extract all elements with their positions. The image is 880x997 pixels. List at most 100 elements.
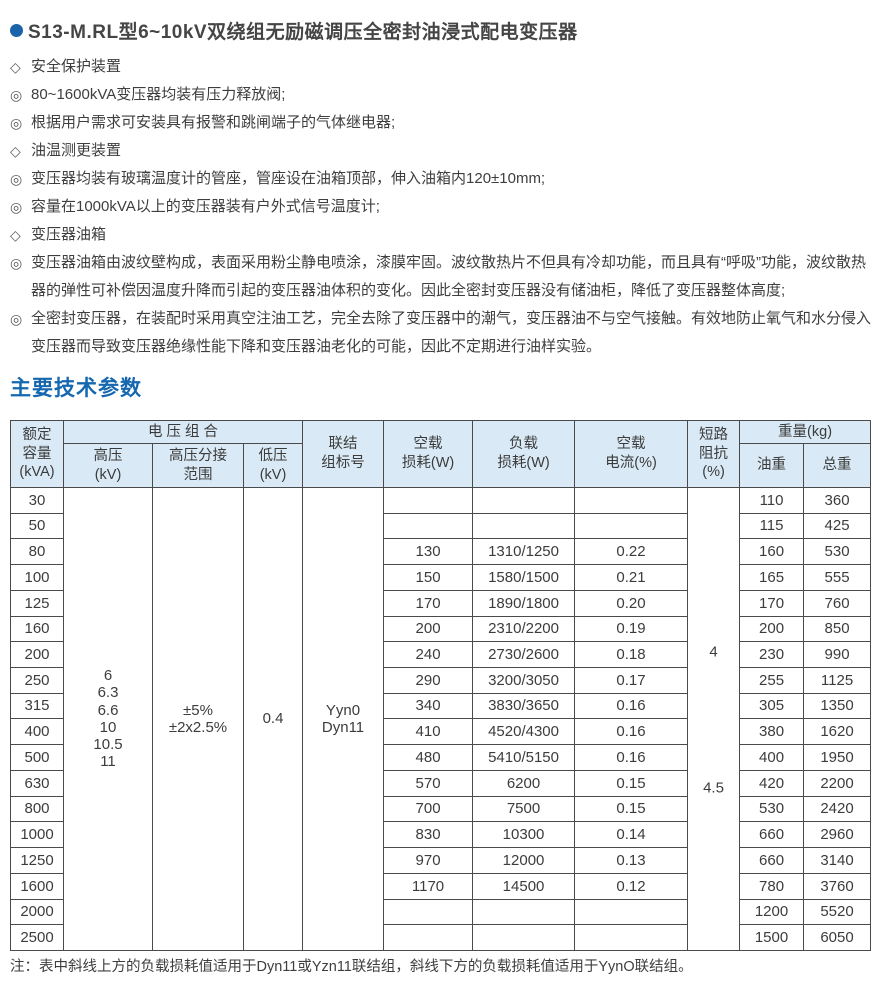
cell-load-loss: 12000 <box>472 847 576 874</box>
cell-oil-weight: 530 <box>739 795 805 823</box>
spec-table: 额定 容量 (kVA) 电 压 组 合 联结 组标号 空载 损耗(W) 负载 损… <box>10 420 872 951</box>
cell-load-loss <box>472 898 576 926</box>
diamond-bullet-icon: ◇ <box>10 59 21 75</box>
cell-no-load-current <box>574 924 689 951</box>
cell-capacity: 800 <box>10 795 64 823</box>
feature-text: 容量在1000kVA以上的变压器装有户外式信号温度计; <box>31 198 380 215</box>
cell-no-load-loss <box>383 898 474 926</box>
table-row: 50 115 425 <box>10 512 872 540</box>
cell-no-load-current: 0.20 <box>574 589 689 617</box>
cell-total-weight: 530 <box>803 538 872 566</box>
table-row: 800 700 7500 0.15 530 2420 <box>10 795 872 823</box>
header-no-load-current: 空载 电流(%) <box>574 420 689 488</box>
cell-oil-weight: 1200 <box>739 898 805 926</box>
cell-load-loss: 7500 <box>472 795 576 823</box>
cell-no-load-loss: 830 <box>383 821 474 849</box>
table-body: 30 6 6.3 6.6 10 10.5 11 ±5% ±2x2.5% 0.4 Yyn0… <box>10 487 872 951</box>
cell-no-load-loss <box>383 924 474 951</box>
feature-item: ◎ 80~1600kVA变压器均装有压力释放阀; <box>10 81 872 109</box>
cell-no-load-loss <box>383 512 474 540</box>
section-title: 主要技术参数 <box>10 377 142 400</box>
table-row: 400 410 4520/4300 0.16 380 1620 <box>10 718 872 746</box>
header-hv: 高压 (kV) <box>63 443 153 488</box>
cell-no-load-loss: 410 <box>383 718 474 746</box>
cell-total-weight: 2960 <box>803 821 872 849</box>
cell-load-loss: 5410/5150 <box>472 744 576 771</box>
cell-no-load-current: 0.19 <box>574 615 689 643</box>
cell-no-load-loss: 340 <box>383 692 474 720</box>
feature-item: ◇ 安全保护装置 <box>10 53 872 81</box>
table-row: 200 240 2730/2600 0.18 230 990 <box>10 641 872 669</box>
cell-oil-weight: 165 <box>739 564 805 591</box>
circle-bullet-icon: ◎ <box>10 87 23 103</box>
cell-vector-group-merged: Yyn0 Dyn11 <box>302 487 385 951</box>
circle-bullet-icon: ◎ <box>10 255 23 271</box>
cell-oil-weight: 170 <box>739 589 805 617</box>
cell-load-loss: 2310/2200 <box>472 615 576 643</box>
header-capacity: 额定 容量 (kVA) <box>10 420 64 488</box>
table-row: 315 340 3830/3650 0.16 305 1350 <box>10 692 872 720</box>
header-voltage-group: 电 压 组 合 <box>62 420 304 444</box>
cell-load-loss: 1890/1800 <box>472 589 576 617</box>
cell-load-loss: 2730/2600 <box>472 641 576 669</box>
cell-no-load-loss: 970 <box>383 847 474 874</box>
cell-load-loss <box>472 924 576 951</box>
feature-list: ◇ 安全保护装置 ◎ 80~1600kVA变压器均装有压力释放阀; ◎ 根据用户… <box>10 53 872 361</box>
cell-total-weight: 990 <box>803 641 872 669</box>
table-row: 500 480 5410/5150 0.16 400 1950 <box>10 744 872 771</box>
feature-item: ◎ 容量在1000kVA以上的变压器装有户外式信号温度计; <box>10 193 872 221</box>
feature-item: ◎ 全密封变压器，在装配时采用真空注油工艺，完全去除了变压器中的潮气，变压器油不… <box>10 305 872 361</box>
cell-no-load-current: 0.15 <box>574 795 689 823</box>
cell-oil-weight: 400 <box>739 744 805 771</box>
cell-total-weight: 3140 <box>803 847 872 874</box>
cell-total-weight: 360 <box>803 487 872 514</box>
cell-capacity: 125 <box>10 589 64 617</box>
cell-total-weight: 1950 <box>803 744 872 771</box>
cell-total-weight: 1350 <box>803 692 872 720</box>
feature-item: ◎ 根据用户需求可安装具有报警和跳闸端子的气体继电器; <box>10 109 872 137</box>
cell-load-loss <box>472 487 576 514</box>
cell-total-weight: 1620 <box>803 718 872 746</box>
cell-no-load-current: 0.22 <box>574 538 689 566</box>
feature-text: 80~1600kVA变压器均装有压力释放阀; <box>31 86 286 103</box>
feature-text: 变压器油箱 <box>31 226 107 243</box>
cell-no-load-current: 0.16 <box>574 692 689 720</box>
cell-total-weight: 760 <box>803 589 872 617</box>
cell-no-load-current: 0.13 <box>574 847 689 874</box>
document-title: S13-M.RL型6~10kV双绕组无励磁调压全密封油浸式配电变压器 <box>10 17 870 44</box>
cell-total-weight: 850 <box>803 615 872 643</box>
cell-load-loss <box>472 512 576 540</box>
cell-no-load-loss: 130 <box>383 538 474 566</box>
circle-bullet-icon: ◎ <box>10 171 23 187</box>
cell-total-weight: 3760 <box>803 872 872 900</box>
cell-load-loss: 3830/3650 <box>472 692 576 720</box>
table-row: 2500 1500 6050 <box>10 924 872 951</box>
cell-no-load-loss: 240 <box>383 641 474 669</box>
header-weight: 重量(kg) <box>739 420 872 444</box>
cell-oil-weight: 660 <box>739 821 805 849</box>
cell-no-load-loss: 1170 <box>383 872 474 900</box>
cell-total-weight: 2200 <box>803 769 872 797</box>
cell-oil-weight: 780 <box>739 872 805 900</box>
header-vector-group: 联结 组标号 <box>302 420 385 488</box>
cell-capacity: 200 <box>10 641 64 669</box>
table-row: 80 130 1310/1250 0.22 160 530 <box>10 538 872 566</box>
cell-capacity: 100 <box>10 564 64 591</box>
header-total-weight: 总重 <box>803 443 872 488</box>
table-header: 额定 容量 (kVA) 电 压 组 合 联结 组标号 空载 损耗(W) 负载 损… <box>10 420 872 488</box>
cell-capacity: 1600 <box>10 872 64 900</box>
feature-text: 变压器均装有玻璃温度计的管座，管座设在油箱顶部，伸入油箱内120±10mm; <box>31 170 546 187</box>
cell-no-load-loss: 480 <box>383 744 474 771</box>
cell-load-loss: 1580/1500 <box>472 564 576 591</box>
feature-text: 油温测更装置 <box>31 142 122 159</box>
cell-oil-weight: 255 <box>739 667 805 694</box>
cell-oil-weight: 305 <box>739 692 805 720</box>
table-row: 250 290 3200/3050 0.17 255 1125 <box>10 667 872 694</box>
cell-capacity: 315 <box>10 692 64 720</box>
cell-impedance-merged: 4 4.5 <box>687 487 741 951</box>
cell-oil-weight: 230 <box>739 641 805 669</box>
feature-item: ◇ 变压器油箱 <box>10 221 872 249</box>
header-lv: 低压 (kV) <box>242 443 304 488</box>
table-row: 1250 970 12000 0.13 660 3140 <box>10 847 872 874</box>
